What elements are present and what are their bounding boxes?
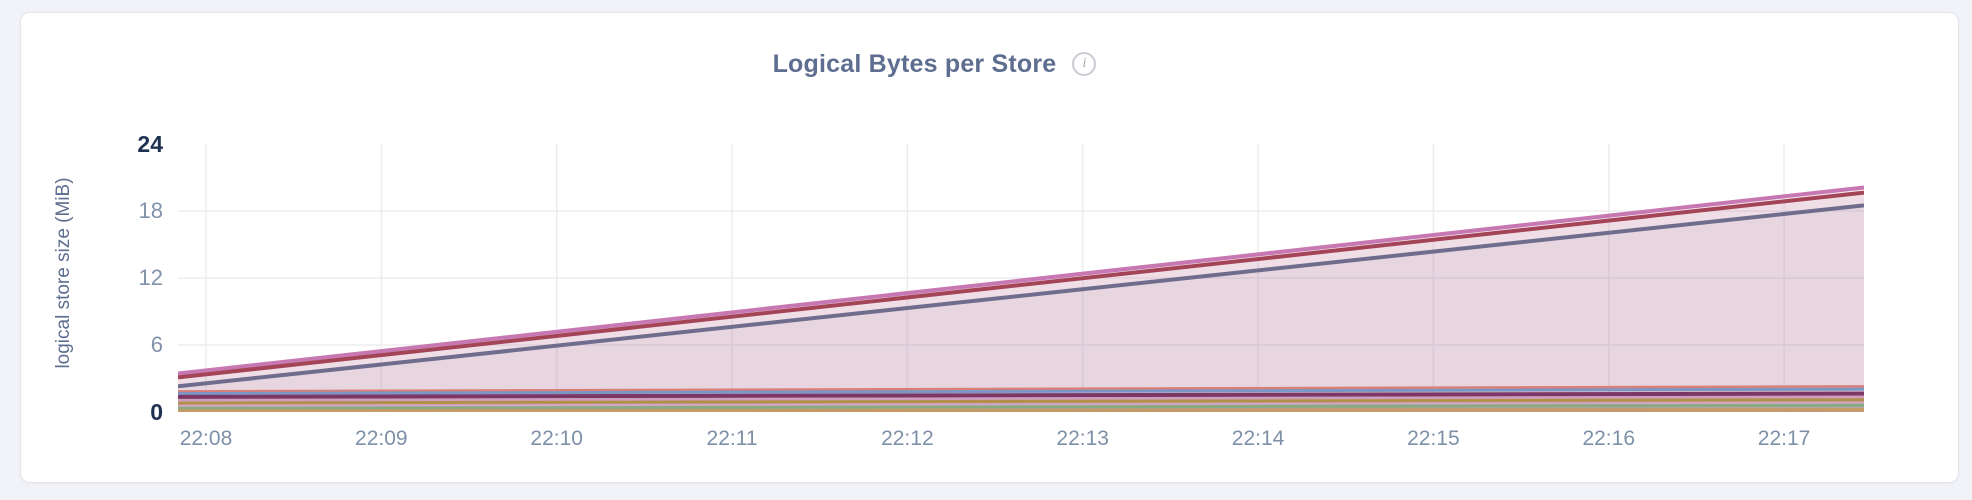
chart-canvas xyxy=(177,144,1865,413)
series-line-s6 xyxy=(177,391,1865,399)
y-tick-label-18: 18 xyxy=(138,198,163,223)
y-axis-tick-labels: 24 18 12 6 0 xyxy=(83,131,163,425)
series-line-s9 xyxy=(177,401,1865,408)
chart-header: Logical Bytes per Store i xyxy=(0,47,1903,81)
x-tick-label-22:09: 22:09 xyxy=(355,427,408,450)
x-tick-label-22:08: 22:08 xyxy=(179,427,233,450)
x-tick-label-22:16: 22:16 xyxy=(1582,427,1636,450)
series-line-s8 xyxy=(177,398,1865,405)
series-line-s1 xyxy=(177,185,1865,376)
x-tick-label-22:13: 22:13 xyxy=(1056,427,1109,450)
series-fill-s2 xyxy=(178,192,1864,412)
y-tick-label-0: 0 xyxy=(150,399,163,425)
chart-card: Logical Bytes per Store i logical store … xyxy=(20,12,1959,483)
series-line-s10 xyxy=(177,403,1865,410)
x-axis-tick-labels: 22:08 22:09 22:10 22:11 22:12 22:13 22:14 22:15… xyxy=(178,426,1864,454)
series-line-s2 xyxy=(177,190,1865,380)
series-line-s7 xyxy=(177,395,1865,402)
x-tick-label-22:17: 22:17 xyxy=(1757,427,1811,450)
plot-area xyxy=(177,144,1865,413)
chart-title: Logical Bytes per Store xyxy=(772,49,1057,78)
series-fill-s3 xyxy=(178,205,1864,412)
series-line-s4 xyxy=(177,385,1865,393)
x-tick-label-22:12: 22:12 xyxy=(881,427,934,450)
y-axis-title: logical store size (MiB) xyxy=(53,177,74,369)
series-line-s11 xyxy=(177,408,1865,413)
x-tick-label-22:15: 22:15 xyxy=(1407,427,1460,450)
series-line-s3 xyxy=(177,203,1865,389)
series-fill-s1 xyxy=(178,187,1864,412)
series-line-s5 xyxy=(177,387,1865,396)
x-tick-label-22:14: 22:14 xyxy=(1231,427,1285,450)
y-tick-label-24: 24 xyxy=(137,131,163,157)
x-tick-label-22:10: 22:10 xyxy=(530,427,583,450)
y-tick-label-6: 6 xyxy=(150,332,163,357)
info-icon[interactable]: i xyxy=(1072,52,1097,76)
x-tick-label-22:11: 22:11 xyxy=(706,427,758,450)
y-tick-label-12: 12 xyxy=(138,265,163,290)
